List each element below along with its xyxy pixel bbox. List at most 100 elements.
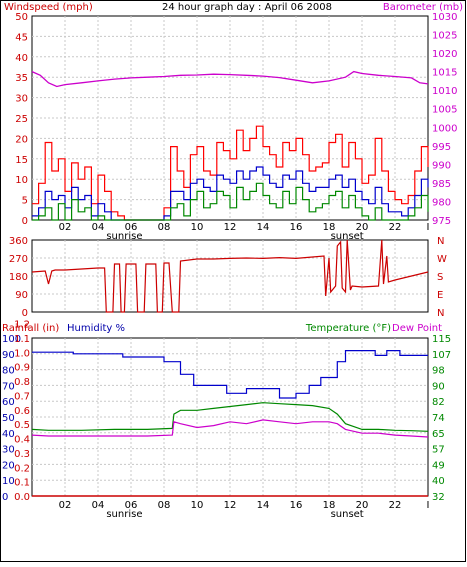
x-tick-label: 16 [290,500,303,511]
rainfall-tick-label: 1.2 [14,320,30,331]
humidity-tick-label: 90 [2,350,15,361]
dewpoint-axis-title: Dew Point [392,323,442,334]
x-tick-label: 12 [224,222,237,233]
direction-compass-tick-label: E [437,290,443,301]
temperature-tick-label: 65 [432,429,445,440]
direction-compass-tick-label: W [437,254,447,265]
rainfall-tick-label: 0.1 [14,478,30,489]
direction-degree-tick-label: 360 [9,236,28,247]
rainfall-tick-label: 1.1 [14,334,30,345]
temperature-tick-label: 98 [432,366,445,377]
rainfall-tick-label: 0.4 [14,435,30,446]
barometer-tick-labels: 975 980 985 990 995 1000 1005 1010 1015 1020 1025 1… [432,12,457,227]
humidity-panel-grid [32,338,428,496]
temperature-line [31,402,429,432]
x-tick-label: 14 [257,500,270,511]
x-tick-label: 18 [323,500,336,511]
x-tick-label: 20 [356,222,369,233]
direction-degree-tick-label: 180 [9,272,28,283]
temperature-tick-label: 49 [432,460,445,471]
humidity-tick-label: 50 [2,413,15,424]
temperature-tick-label: 32 [432,492,445,503]
rainfall-tick-label: 0.7 [14,391,30,402]
temperature-tick-label: 90 [432,381,445,392]
direction-compass-tick-label: N [437,236,444,247]
x-tick-label: 22 [389,222,402,233]
windspeed-tick-label: 15 [15,155,28,166]
sun-label-sunrise: sunrise [106,231,142,242]
direction-panel-series [31,239,429,313]
windspeed-tick-label: 25 [15,114,28,125]
x-tick-label: 06 [125,222,138,233]
rainfall-tick-label: 1.0 [14,348,30,359]
rainfall-tick-label: 0.6 [14,406,30,417]
humidity-line [32,350,428,399]
sun-label-sunset: sunset [331,509,364,520]
rainfall-tick-label: 0.8 [14,377,30,388]
x-tick-label: 04 [92,222,105,233]
x-tick-label: 20 [356,500,369,511]
wind-gust-line [32,125,429,221]
windspeed-tick-label: 5 [22,196,28,207]
humidity-tick-label: 40 [2,429,15,440]
x-tick-label: I [427,222,430,233]
windspeed-axis-title: Windspeed (mph) [4,2,93,13]
wind-low-line [32,182,429,221]
barometer-tick-label: 985 [432,179,451,190]
temperature-tick-label: 57 [432,445,445,456]
x-tick-label: 10 [191,500,204,511]
humidity-panel-series [31,350,429,497]
windspeed-tick-label: 35 [15,73,28,84]
barometer-tick-label: 975 [432,216,451,227]
barometer-tick-label: 1005 [432,105,457,116]
humidity-tick-label: 80 [2,366,15,377]
wind-panel-sun-labels: sunrise sunset [106,231,363,242]
humidity-tick-label: 20 [2,460,15,471]
barometer-tick-label: 1000 [432,123,457,134]
x-tick-label: 16 [290,222,303,233]
temperature-tick-label: 115 [432,334,451,345]
barometer-tick-label: 990 [432,160,451,171]
humidity-tick-label: 30 [2,445,15,456]
windspeed-tick-label: 20 [15,134,28,145]
dewpoint-line [31,419,429,438]
temperature-tick-label: 107 [432,350,451,361]
sun-label-sunrise: sunrise [106,509,142,520]
barometer-axis-title: Barometer (mb) [383,2,463,13]
barometer-line [31,70,429,88]
barometer-tick-label: 1020 [432,49,457,60]
rainfall-axis-title: Rainfall (in) [2,323,59,334]
rainfall-tick-label: 0.5 [14,420,30,431]
x-tick-label: 18 [323,222,336,233]
humidity-panel-sun-labels: sunrise sunset [106,509,363,520]
windspeed-tick-label: 0 [22,216,28,227]
x-tick-label: 12 [224,500,237,511]
windspeed-tick-label: 40 [15,53,28,64]
wind-direction-line [31,239,429,313]
x-tick-label: 02 [59,222,72,233]
humidity-tick-label: 70 [2,381,15,392]
direction-compass-tick-label: S [437,272,443,283]
wind-panel-x-tick-labels: 02 04 06 08 10 12 14 16 18 20 22 I [59,222,430,233]
direction-degree-tick-label: 270 [9,254,28,265]
temperature-tick-labels: 32 40 49 57 65 74 82 90 98 107 115 [432,334,451,503]
barometer-tick-label: 980 [432,197,451,208]
humidity-tick-label: 0 [2,492,8,503]
x-tick-label: 08 [158,222,171,233]
windspeed-tick-labels: 0 5 10 15 20 25 30 35 40 45 50 [15,12,28,227]
humidity-tick-label: 100 [2,334,21,345]
barometer-tick-label: 995 [432,142,451,153]
direction-degree-tick-labels: 0 90 180 270 360 [9,236,28,319]
direction-compass-tick-label: N [437,308,444,319]
wind-panel-series [31,70,429,221]
humidity-panel-x-tick-labels: 02 04 06 08 10 12 14 16 18 20 22 I [59,500,430,511]
wind-avg-line [32,166,429,221]
rainfall-tick-label: 0.9 [14,363,30,374]
x-tick-label: 14 [257,222,270,233]
graph-title: 24 hour graph day : April 06 2008 [162,2,332,13]
